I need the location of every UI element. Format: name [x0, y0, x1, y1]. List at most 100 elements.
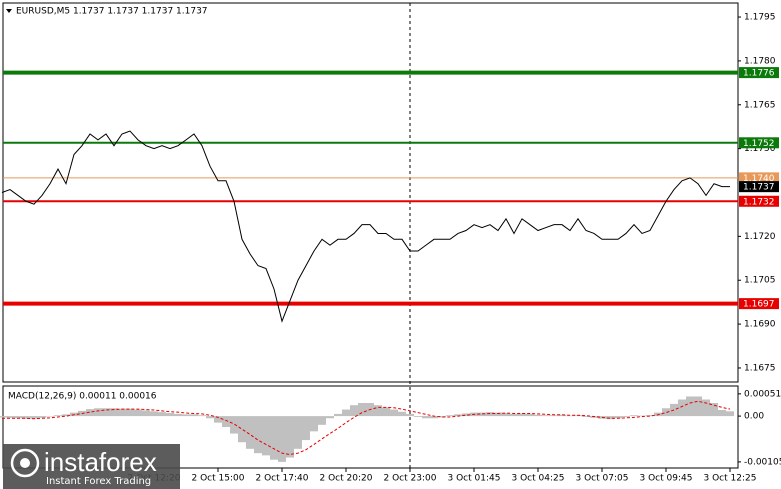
- macd-bar: [54, 415, 62, 417]
- level-label-box: [739, 137, 779, 149]
- level-label: 1.1752: [743, 139, 775, 149]
- macd-bar: [158, 412, 166, 417]
- macd-bar: [454, 414, 462, 417]
- macd-bar: [30, 416, 38, 419]
- macd-bar: [726, 411, 734, 417]
- macd-bar: [374, 405, 382, 417]
- macd-bar: [318, 416, 326, 425]
- macd-bar: [494, 412, 502, 417]
- macd-bar: [62, 414, 70, 417]
- macd-bar: [566, 415, 574, 417]
- macd-title: MACD(12,26,9) 0.00011 0.00016: [8, 392, 157, 402]
- macd-bar: [22, 416, 30, 419]
- price-line: [1, 130, 730, 323]
- macd-bar: [694, 396, 702, 417]
- macd-bar: [246, 416, 254, 449]
- level-label-box: [739, 298, 779, 310]
- macd-bar: [182, 414, 190, 417]
- macd-bar: [254, 416, 262, 454]
- macd-bar: [310, 416, 318, 432]
- macd-bar: [142, 410, 150, 417]
- level-label-box: [739, 195, 779, 207]
- macd-bar: [622, 416, 630, 417]
- level-label-box: [739, 67, 779, 79]
- macd-bar: [110, 408, 118, 417]
- macd-bar: [214, 416, 222, 423]
- macd-bar: [558, 414, 566, 417]
- macd-bar: [702, 399, 710, 417]
- macd-bar: [350, 405, 358, 417]
- macd-bar: [230, 416, 238, 434]
- macd-bar: [582, 416, 590, 417]
- y-tick-label: -0.00105: [744, 457, 781, 467]
- macd-bar: [14, 416, 22, 419]
- x-tick-label: 3 Oct 12:25: [704, 474, 757, 484]
- macd-bar: [166, 413, 174, 417]
- level-label: 1.1740: [743, 174, 775, 184]
- macd-bar: [382, 407, 390, 417]
- current-price-label: 1.1737: [743, 183, 775, 193]
- macd-bar: [174, 413, 182, 417]
- logo-name: instaforex: [44, 447, 157, 477]
- macd-panel: [2, 385, 739, 469]
- y-tick-label: 1.1690: [744, 320, 776, 330]
- macd-bar: [550, 415, 558, 417]
- macd-bar: [398, 411, 406, 417]
- macd-bar: [334, 413, 342, 417]
- level-label: 1.1697: [743, 300, 775, 310]
- macd-bar: [534, 414, 542, 417]
- macd-bar: [206, 416, 214, 419]
- x-tick-label: 3 Oct 01:45: [448, 474, 501, 484]
- macd-bar: [430, 416, 438, 419]
- macd-bar: [294, 416, 302, 449]
- macd-bar: [462, 413, 470, 417]
- macd-bar: [606, 416, 614, 420]
- y-tick-label: 1.1705: [744, 276, 776, 286]
- macd-bar: [678, 399, 686, 417]
- menu-arrow: [6, 9, 12, 13]
- macd-bar: [198, 415, 206, 417]
- macd-bar: [118, 408, 126, 417]
- macd-bar: [238, 416, 246, 443]
- macd-bar: [614, 416, 622, 419]
- macd-bar: [302, 416, 310, 441]
- macd-bar: [390, 409, 398, 417]
- macd-bar: [326, 416, 334, 419]
- macd-bar: [686, 396, 694, 417]
- macd-bar: [278, 416, 286, 462]
- macd-bar: [6, 416, 14, 418]
- y-tick-label: 0.00051: [744, 389, 781, 399]
- macd-bar: [262, 416, 270, 456]
- y-tick-label: 1.1750: [744, 144, 776, 154]
- price-title: EURUSD,M5 1.1737 1.1737 1.1737 1.1737: [16, 7, 208, 17]
- macd-bar: [190, 414, 198, 417]
- x-tick-label: 2 Oct 17:40: [256, 474, 309, 484]
- current-price-box: [739, 181, 779, 193]
- macd-bar: [94, 408, 102, 417]
- y-tick-label: 1.1675: [744, 363, 776, 373]
- x-tick-label: 2 Oct 20:20: [320, 474, 373, 484]
- x-tick-label: 3 Oct 09:45: [640, 474, 693, 484]
- y-tick-label: 0.00: [744, 412, 764, 422]
- y-tick-label: 1.1795: [744, 13, 776, 23]
- macd-bar: [270, 416, 278, 460]
- macd-bar: [478, 412, 486, 417]
- macd-bar: [438, 416, 446, 418]
- macd-bar: [502, 413, 510, 417]
- macd-bar: [126, 408, 134, 417]
- macd-bar: [38, 416, 46, 418]
- macd-bar: [662, 408, 670, 417]
- macd-bar: [150, 411, 158, 417]
- macd-bar: [518, 413, 526, 417]
- macd-bar: [446, 415, 454, 417]
- macd-bar: [222, 416, 230, 427]
- macd-bar: [102, 408, 110, 417]
- macd-bar: [286, 416, 294, 458]
- macd-bar: [510, 413, 518, 417]
- logo-icon-core: [20, 458, 30, 468]
- macd-bar: [486, 412, 494, 417]
- y-tick-label: 1.1780: [744, 56, 776, 66]
- macd-bar: [638, 415, 646, 417]
- macd-bar: [46, 416, 54, 417]
